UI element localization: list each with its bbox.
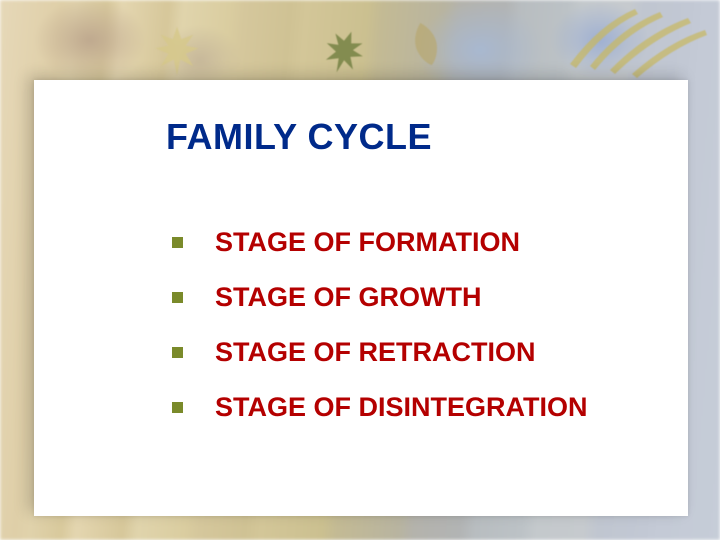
bullet-square-icon bbox=[172, 292, 183, 303]
leaf-decoration-1 bbox=[150, 24, 204, 78]
bullet-square-icon bbox=[172, 347, 183, 358]
list-item: STAGE OF DISINTEGRATION bbox=[172, 385, 588, 429]
bullet-square-icon bbox=[172, 402, 183, 413]
list-item: STAGE OF RETRACTION bbox=[172, 330, 588, 374]
slide-title: FAMILY CYCLE bbox=[166, 116, 432, 158]
bullet-text: STAGE OF DISINTEGRATION bbox=[215, 392, 588, 423]
bullet-square-icon bbox=[172, 237, 183, 248]
leaf-decoration-2 bbox=[320, 28, 368, 76]
leaf-decoration-4 bbox=[560, 0, 710, 84]
list-item: STAGE OF GROWTH bbox=[172, 275, 588, 319]
list-item: STAGE OF FORMATION bbox=[172, 220, 588, 264]
bullet-text: STAGE OF GROWTH bbox=[215, 282, 481, 313]
bullet-list: STAGE OF FORMATION STAGE OF GROWTH STAGE… bbox=[172, 220, 588, 440]
bullet-text: STAGE OF FORMATION bbox=[215, 227, 520, 258]
slide-page: FAMILY CYCLE STAGE OF FORMATION STAGE OF… bbox=[34, 80, 688, 516]
bullet-text: STAGE OF RETRACTION bbox=[215, 337, 536, 368]
leaf-decoration-3 bbox=[400, 18, 452, 70]
